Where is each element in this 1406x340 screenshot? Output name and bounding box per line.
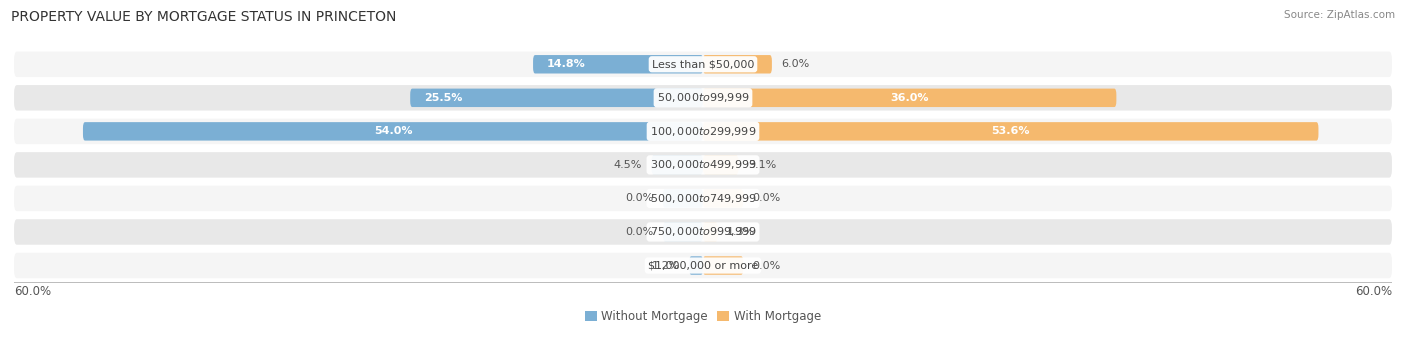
FancyBboxPatch shape [83, 122, 703, 140]
Text: $500,000 to $749,999: $500,000 to $749,999 [650, 192, 756, 205]
FancyBboxPatch shape [662, 223, 703, 241]
Text: 54.0%: 54.0% [374, 126, 412, 136]
Text: 25.5%: 25.5% [425, 93, 463, 103]
FancyBboxPatch shape [533, 55, 703, 73]
Text: $1,000,000 or more: $1,000,000 or more [648, 260, 758, 271]
FancyBboxPatch shape [662, 189, 703, 208]
FancyBboxPatch shape [651, 156, 703, 174]
Text: 36.0%: 36.0% [890, 93, 929, 103]
Text: 14.8%: 14.8% [547, 59, 585, 69]
Text: Source: ZipAtlas.com: Source: ZipAtlas.com [1284, 10, 1395, 20]
FancyBboxPatch shape [703, 156, 738, 174]
Text: Less than $50,000: Less than $50,000 [652, 59, 754, 69]
Text: 60.0%: 60.0% [1355, 285, 1392, 298]
Text: 1.2%: 1.2% [651, 260, 681, 271]
Text: 6.0%: 6.0% [782, 59, 810, 69]
Text: PROPERTY VALUE BY MORTGAGE STATUS IN PRINCETON: PROPERTY VALUE BY MORTGAGE STATUS IN PRI… [11, 10, 396, 24]
FancyBboxPatch shape [411, 89, 703, 107]
FancyBboxPatch shape [14, 85, 1392, 110]
FancyBboxPatch shape [14, 119, 1392, 144]
Text: 0.0%: 0.0% [626, 227, 654, 237]
Text: $50,000 to $99,999: $50,000 to $99,999 [657, 91, 749, 104]
FancyBboxPatch shape [14, 219, 1392, 245]
Text: $750,000 to $999,999: $750,000 to $999,999 [650, 225, 756, 238]
FancyBboxPatch shape [703, 55, 772, 73]
Text: 0.0%: 0.0% [752, 260, 780, 271]
Text: 60.0%: 60.0% [14, 285, 51, 298]
FancyBboxPatch shape [703, 223, 718, 241]
Text: 0.0%: 0.0% [626, 193, 654, 203]
FancyBboxPatch shape [689, 256, 703, 275]
FancyBboxPatch shape [14, 52, 1392, 77]
FancyBboxPatch shape [14, 253, 1392, 278]
FancyBboxPatch shape [703, 89, 1116, 107]
Legend: Without Mortgage, With Mortgage: Without Mortgage, With Mortgage [581, 305, 825, 328]
Text: $100,000 to $299,999: $100,000 to $299,999 [650, 125, 756, 138]
FancyBboxPatch shape [703, 122, 1319, 140]
FancyBboxPatch shape [14, 186, 1392, 211]
FancyBboxPatch shape [703, 189, 744, 208]
FancyBboxPatch shape [703, 256, 744, 275]
Text: 53.6%: 53.6% [991, 126, 1031, 136]
Text: 0.0%: 0.0% [752, 193, 780, 203]
Text: $300,000 to $499,999: $300,000 to $499,999 [650, 158, 756, 171]
FancyBboxPatch shape [14, 152, 1392, 177]
Text: 3.1%: 3.1% [748, 160, 776, 170]
Text: 1.3%: 1.3% [727, 227, 755, 237]
Text: 4.5%: 4.5% [614, 160, 643, 170]
